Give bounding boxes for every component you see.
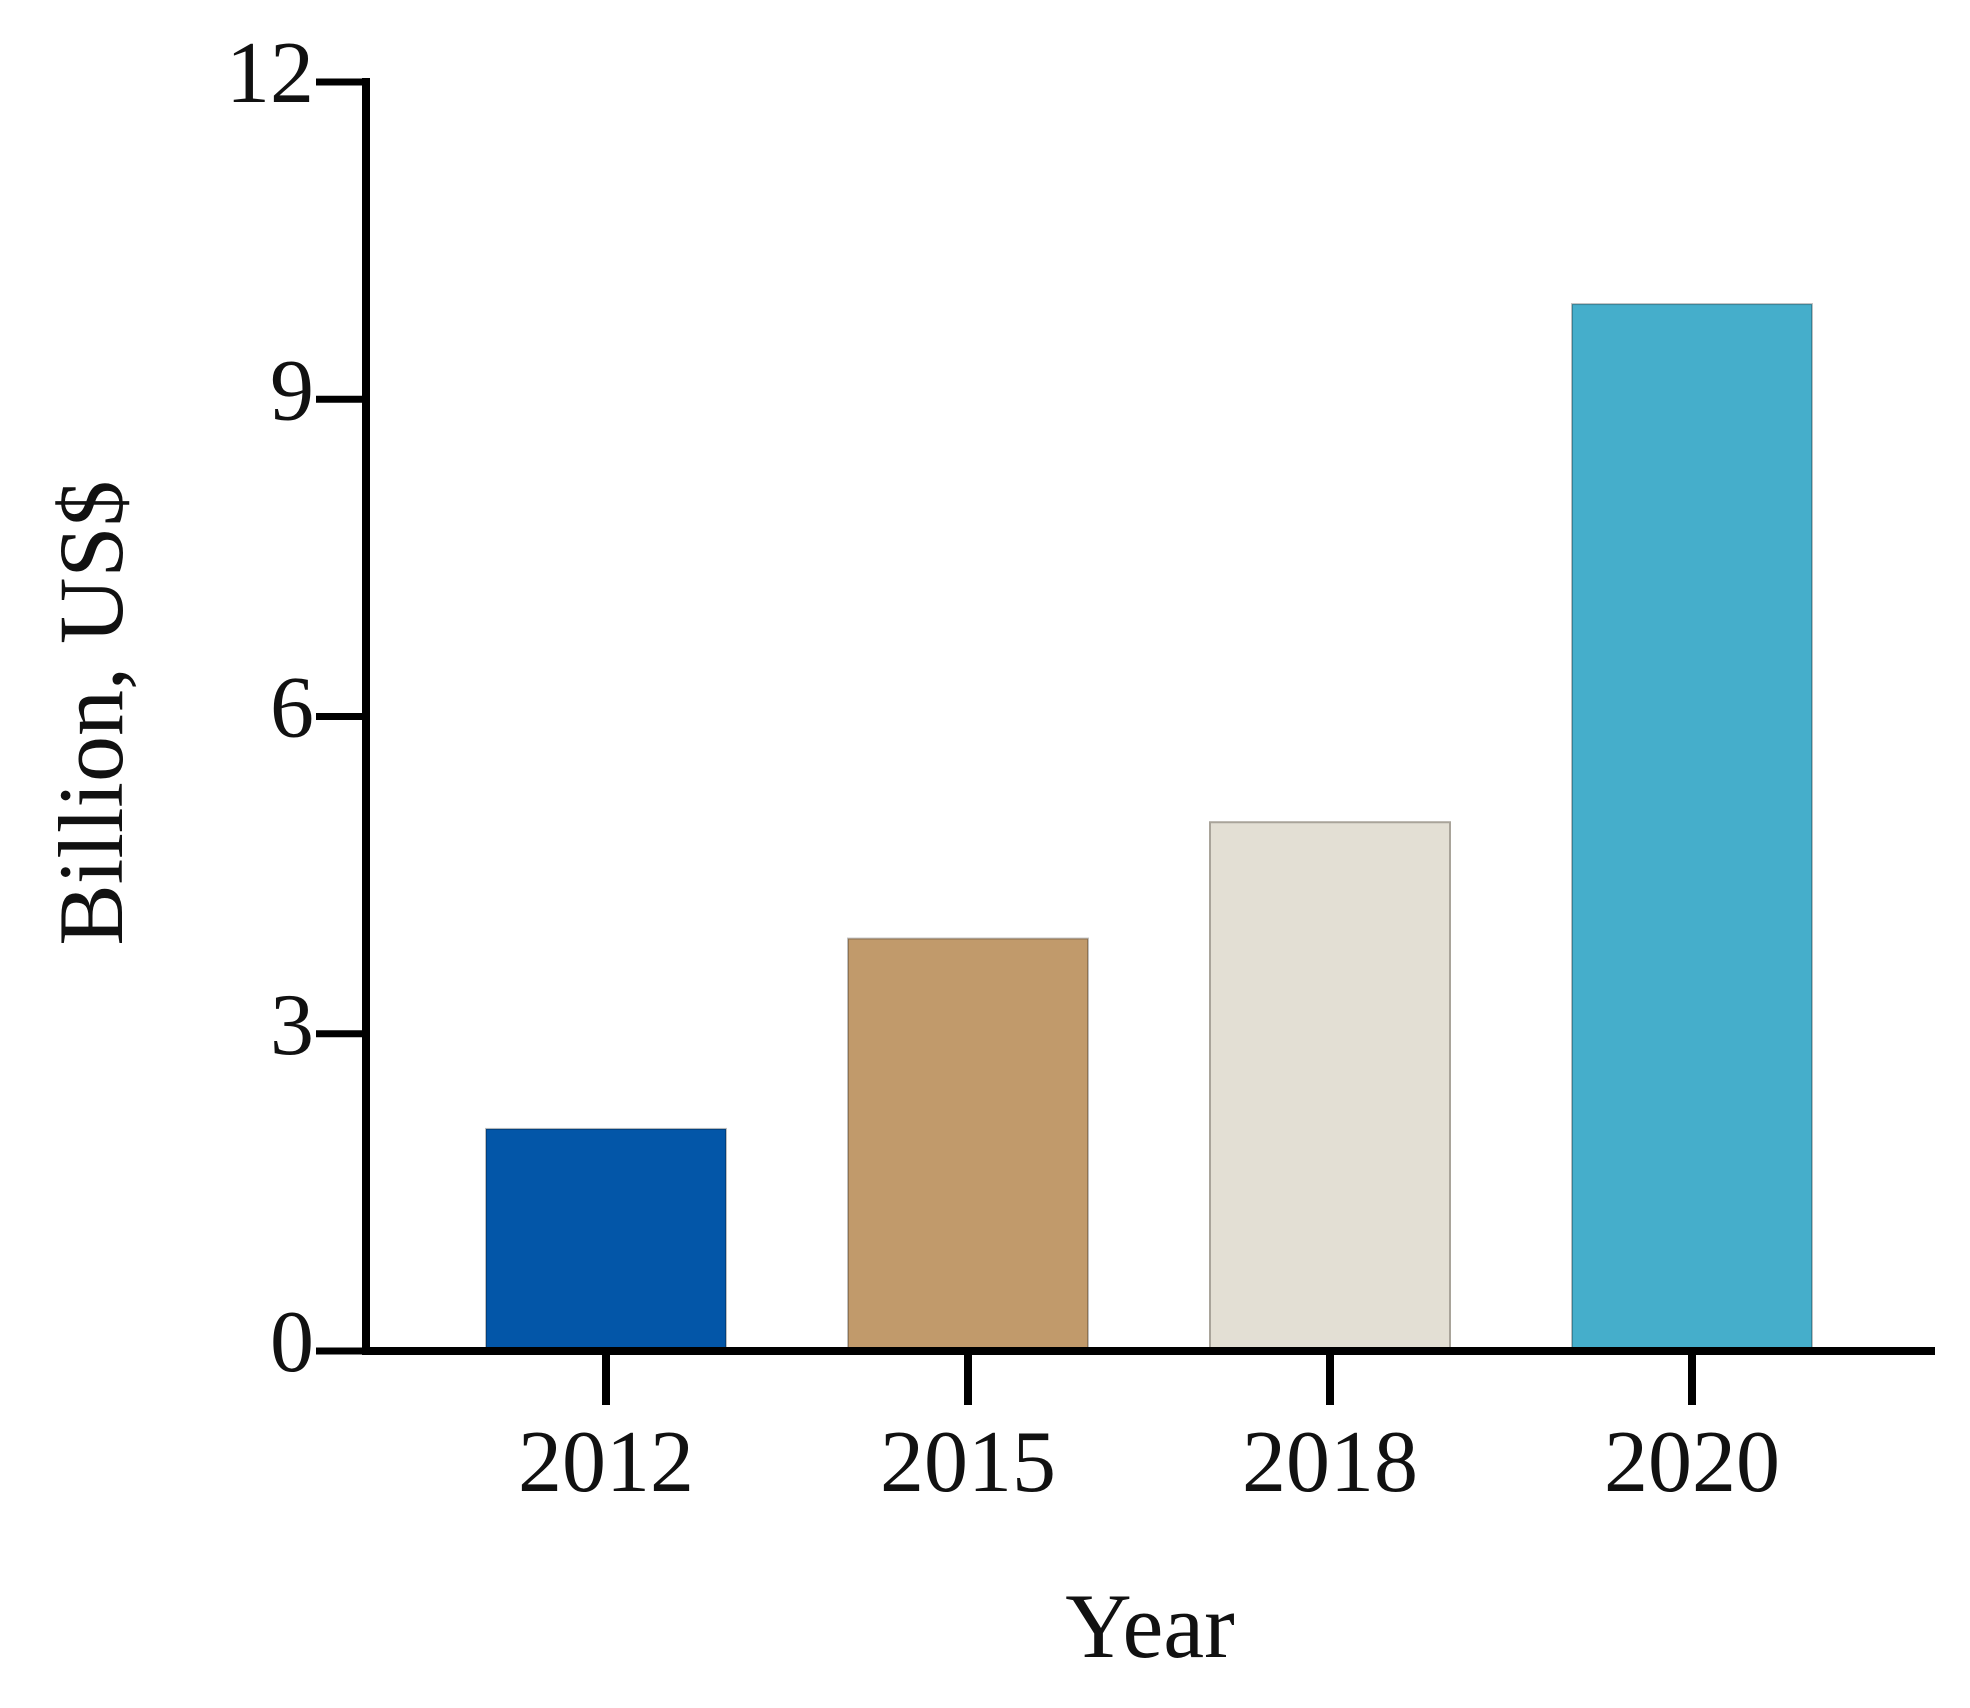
x-tick-label: 2018 (1242, 1414, 1418, 1511)
y-tick-label: 0 (270, 1294, 314, 1391)
y-axis-title: Billion, US$ (40, 480, 142, 945)
bar (1571, 303, 1813, 1353)
x-tick-label: 2020 (1604, 1414, 1780, 1511)
y-tick-label: 9 (270, 342, 314, 439)
bar (847, 937, 1089, 1352)
x-axis-title: Year (1065, 1575, 1235, 1677)
y-tick-label: 6 (270, 660, 314, 757)
y-tick-label: 12 (226, 25, 314, 122)
x-tick-label: 2012 (518, 1414, 694, 1511)
x-tick-label: 2015 (880, 1414, 1056, 1511)
bar (1209, 821, 1451, 1352)
y-tick-label: 3 (270, 977, 314, 1074)
bar (485, 1127, 727, 1353)
